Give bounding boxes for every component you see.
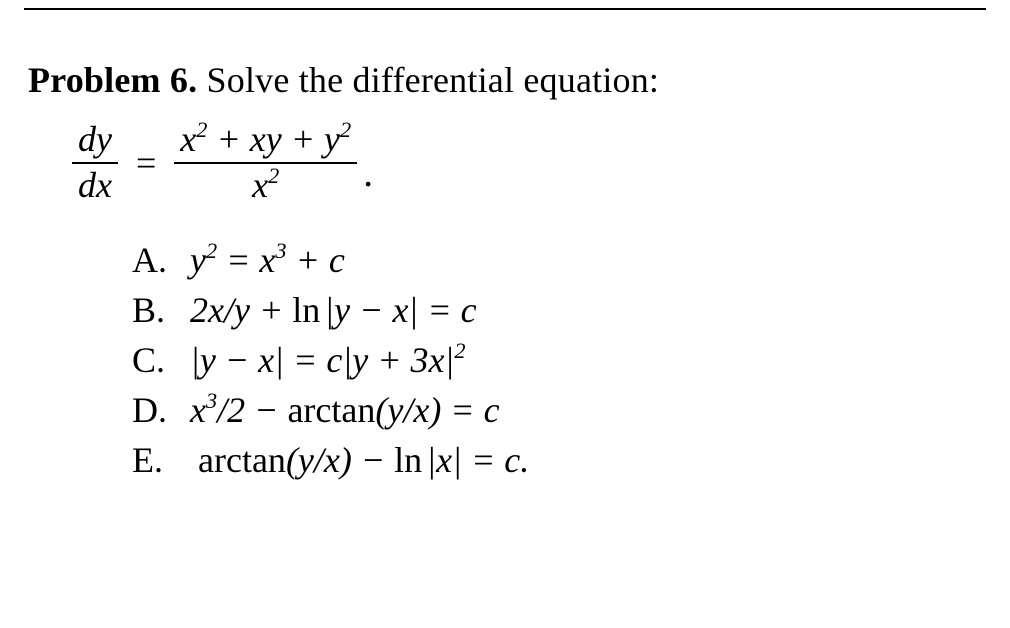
option-row: A. y2 = x3 + c bbox=[132, 239, 982, 281]
option-label: E. bbox=[132, 439, 190, 481]
fraction-bar bbox=[174, 162, 357, 164]
lhs-denominator: dx bbox=[72, 167, 118, 205]
content: Problem 6. Solve the differential equati… bbox=[28, 58, 982, 489]
option-math: y2 = x3 + c bbox=[190, 239, 345, 281]
option-label: D. bbox=[132, 389, 190, 431]
option-row: C. |y − x| = c|y + 3x|2 bbox=[132, 339, 982, 381]
rhs-fraction: x2 + xy + y2 x2 bbox=[174, 121, 357, 205]
rhs-numerator: x2 + xy + y2 bbox=[174, 121, 357, 159]
problem-statement: Problem 6. Solve the differential equati… bbox=[28, 58, 982, 103]
option-row: B. 2x/y + ln|y − x| = c bbox=[132, 289, 982, 331]
lhs-fraction: dy dx bbox=[72, 121, 118, 205]
problem-label-prefix: Problem bbox=[28, 60, 161, 100]
equals-sign: = bbox=[136, 142, 156, 184]
option-row: E. arctan(y/x) − ln|x| = c. bbox=[132, 439, 982, 481]
horizontal-rule bbox=[24, 8, 986, 10]
option-math: x3/2 − arctan(y/x) = c bbox=[190, 389, 500, 431]
equation-block: dy dx = x2 + xy + y2 x2 . bbox=[72, 121, 982, 205]
option-label: A. bbox=[132, 239, 190, 281]
page: Problem 6. Solve the differential equati… bbox=[0, 0, 1010, 628]
lhs-numerator: dy bbox=[72, 121, 118, 159]
problem-number: 6. bbox=[170, 60, 197, 100]
option-label: C. bbox=[132, 339, 190, 381]
problem-statement-text: Solve the differential equation: bbox=[207, 60, 660, 100]
answer-options: A. y2 = x3 + c B. 2x/y + ln|y − x| = c C… bbox=[132, 239, 982, 481]
option-math: 2x/y + ln|y − x| = c bbox=[190, 289, 477, 331]
rhs-denominator: x2 bbox=[246, 167, 285, 205]
option-math: arctan(y/x) − ln|x| = c. bbox=[190, 439, 529, 481]
fraction-bar bbox=[72, 162, 118, 164]
option-row: D. x3/2 − arctan(y/x) = c bbox=[132, 389, 982, 431]
option-label: B. bbox=[132, 289, 190, 331]
option-math: |y − x| = c|y + 3x|2 bbox=[190, 339, 466, 381]
